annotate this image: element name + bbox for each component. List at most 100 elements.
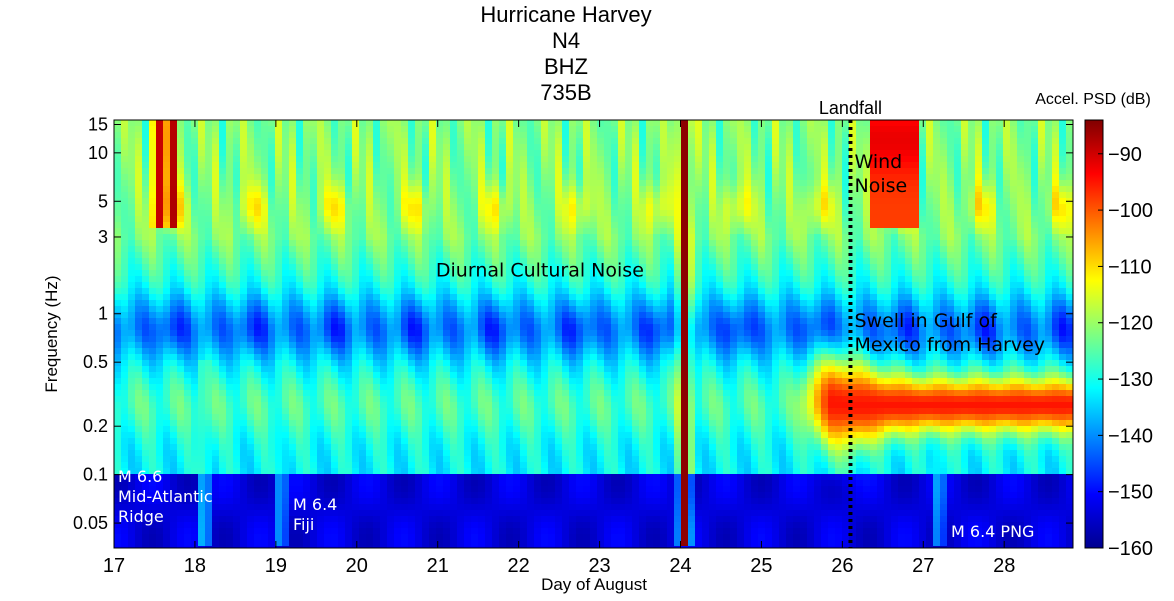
heatmap-cell [534,354,542,361]
heatmap-cell [205,162,213,169]
heatmap-cell [247,228,255,235]
heatmap-cell [485,498,493,505]
heatmap-cell [240,120,248,127]
heatmap-cell [338,282,346,289]
heatmap-cell [408,150,416,157]
heatmap-cell [156,528,164,535]
heatmap-cell [478,228,486,235]
heatmap-cell [457,186,465,193]
heatmap-cell [576,456,584,463]
heatmap-cell [128,480,136,487]
heatmap-cell [485,174,493,181]
heatmap-cell [541,342,549,349]
heatmap-cell [436,462,444,469]
heatmap-cell [380,342,388,349]
heatmap-cell [289,510,297,517]
heatmap-cell [184,180,192,187]
heatmap-cell [142,546,150,548]
heatmap-cell [548,324,556,331]
heatmap-cell [233,372,241,379]
heatmap-cell [226,306,234,313]
heatmap-cell [240,414,248,421]
heatmap-cell [408,300,416,307]
heatmap-cell [289,252,297,259]
heatmap-cell [373,504,381,511]
heatmap-cell [464,288,472,295]
heatmap-cell [149,156,157,163]
heatmap-cell [310,168,318,175]
heatmap-cell [443,162,451,169]
heatmap-cell [268,360,276,367]
heatmap-cell [324,366,332,373]
heatmap-cell [548,210,556,217]
heatmap-cell [450,156,458,163]
heatmap-cell [527,498,535,505]
heatmap-cell [527,264,535,271]
heatmap-cell [513,318,521,325]
heatmap-cell [254,546,262,548]
heatmap-cell [149,438,157,445]
heatmap-cell [366,510,374,517]
heatmap-cell [380,126,388,133]
heatmap-cell [310,474,318,481]
heatmap-cell [247,204,255,211]
heatmap-cell [240,432,248,439]
heatmap-cell [184,498,192,505]
heatmap-cell [520,522,528,529]
heatmap-cell [443,480,451,487]
heatmap-cell [569,306,577,313]
heatmap-cell [212,240,220,247]
heatmap-cell [499,282,507,289]
heatmap-cell [345,516,353,523]
heatmap-cell [184,162,192,169]
heatmap-cell [268,180,276,187]
heatmap-cell [135,168,143,175]
heatmap-cell [121,396,129,403]
heatmap-cell [394,198,402,205]
heatmap-cell [408,276,416,283]
heatmap-cell [478,306,486,313]
heatmap-cell [443,318,451,325]
heatmap-cell [191,222,199,229]
heatmap-cell [387,516,395,523]
heatmap-cell [254,324,262,331]
heatmap-cell [436,270,444,277]
heatmap-cell [310,216,318,223]
heatmap-cell [303,252,311,259]
heatmap-cell [226,462,234,469]
heatmap-cell [534,318,542,325]
heatmap-cell [121,504,129,511]
heatmap-cell [324,288,332,295]
heatmap-cell [268,486,276,493]
heatmap-cell [282,192,290,199]
heatmap-cell [527,126,535,133]
heatmap-cell [289,486,297,493]
heatmap-cell [506,414,514,421]
heatmap-cell [485,330,493,337]
heatmap-cell [534,126,542,133]
heatmap-cell [366,468,374,475]
heatmap-cell [457,402,465,409]
heatmap-cell [422,504,430,511]
heatmap-cell [471,210,479,217]
heatmap-cell [576,192,584,199]
heatmap-cell [324,132,332,139]
heatmap-cell [212,420,220,427]
heatmap-cell [261,120,269,127]
heatmap-cell [254,486,262,493]
heatmap-cell [541,486,549,493]
heatmap-cell [163,264,171,271]
heatmap-cell [380,372,388,379]
heatmap-cell [394,348,402,355]
heatmap-cell [310,144,318,151]
heatmap-cell [373,180,381,187]
heatmap-cell [310,534,318,541]
heatmap-cell [233,378,241,385]
heatmap-cell [443,546,451,548]
heatmap-cell [128,228,136,235]
heatmap-cell [303,420,311,427]
heatmap-cell [289,132,297,139]
heatmap-cell [121,318,129,325]
heatmap-cell [170,312,178,319]
heatmap-cell [345,270,353,277]
